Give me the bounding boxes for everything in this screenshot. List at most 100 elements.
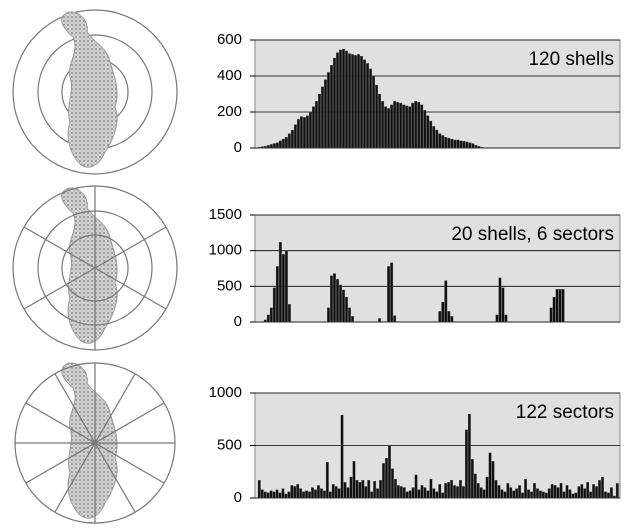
bar	[476, 483, 480, 499]
bar	[477, 146, 481, 149]
bar	[382, 463, 385, 499]
bar	[293, 124, 297, 149]
bar	[538, 490, 542, 499]
bar	[275, 142, 279, 149]
bar	[373, 481, 377, 499]
bar	[357, 54, 360, 149]
y-tick-label: 1500	[209, 206, 242, 223]
bar	[450, 138, 454, 149]
annotation: 20 shells, 6 sectors	[451, 224, 614, 245]
bar	[552, 296, 556, 323]
bar	[504, 314, 508, 323]
bar	[318, 93, 321, 149]
bar	[414, 474, 418, 499]
bar	[272, 143, 276, 149]
bar	[444, 280, 448, 323]
bar	[354, 55, 357, 149]
bar	[535, 488, 539, 499]
bar	[330, 65, 333, 149]
bar	[369, 68, 373, 149]
bar	[384, 106, 388, 149]
bar	[521, 492, 525, 499]
bar	[450, 479, 454, 499]
bar	[372, 75, 376, 149]
bar	[269, 490, 273, 499]
bar	[515, 488, 519, 499]
bar	[465, 141, 469, 149]
bar	[414, 101, 418, 149]
bar	[408, 490, 412, 499]
bar	[299, 488, 303, 499]
bar	[331, 484, 335, 499]
bar	[612, 495, 616, 499]
bar	[281, 254, 285, 323]
bar	[423, 487, 427, 499]
bar	[577, 486, 581, 499]
bar	[432, 126, 436, 149]
bar	[260, 489, 264, 499]
bar	[604, 491, 607, 499]
bar	[275, 266, 279, 323]
bar	[533, 483, 536, 499]
bar	[459, 140, 463, 149]
bar	[441, 492, 445, 499]
bar	[290, 129, 294, 149]
bar	[263, 319, 267, 323]
bar	[550, 484, 554, 499]
bar	[272, 491, 276, 499]
bar	[595, 486, 598, 499]
bar	[348, 53, 351, 149]
bar	[272, 287, 276, 323]
bar	[556, 487, 560, 499]
bar	[278, 241, 282, 323]
bar	[488, 452, 492, 499]
bar	[287, 304, 291, 323]
bar	[308, 491, 311, 499]
bar	[275, 489, 279, 499]
bar	[580, 484, 584, 499]
bar	[438, 311, 442, 323]
bar	[462, 141, 466, 149]
bar	[589, 491, 593, 499]
bar	[257, 146, 261, 149]
bar	[444, 483, 448, 499]
bar	[405, 105, 409, 149]
bar	[494, 479, 498, 499]
bar	[423, 110, 427, 149]
bar	[348, 307, 351, 323]
bar	[441, 135, 445, 149]
y-tick-label: 400	[217, 67, 242, 84]
bar	[549, 307, 553, 323]
bar	[497, 485, 501, 499]
y-tick-label: 1000	[209, 242, 242, 259]
bar	[408, 106, 412, 149]
bar	[512, 490, 516, 499]
bar	[470, 458, 474, 499]
y-tick-label: 200	[217, 103, 242, 120]
bar	[447, 137, 451, 149]
bar	[342, 48, 345, 149]
bar	[360, 56, 363, 149]
bar	[305, 490, 309, 499]
bar	[447, 311, 451, 323]
bar	[342, 289, 345, 323]
bar	[349, 476, 353, 499]
bar	[402, 487, 406, 499]
bar	[328, 491, 332, 499]
bar	[269, 307, 273, 323]
bar	[435, 491, 439, 499]
bar	[327, 72, 330, 149]
bar	[278, 492, 282, 499]
bar	[376, 488, 380, 499]
bar	[358, 482, 362, 499]
bar	[592, 484, 596, 499]
bar	[293, 486, 297, 499]
bar	[417, 489, 421, 499]
bar	[284, 137, 288, 149]
bar	[555, 289, 559, 323]
bar	[527, 489, 530, 499]
bar	[607, 492, 610, 499]
bar	[420, 104, 424, 149]
